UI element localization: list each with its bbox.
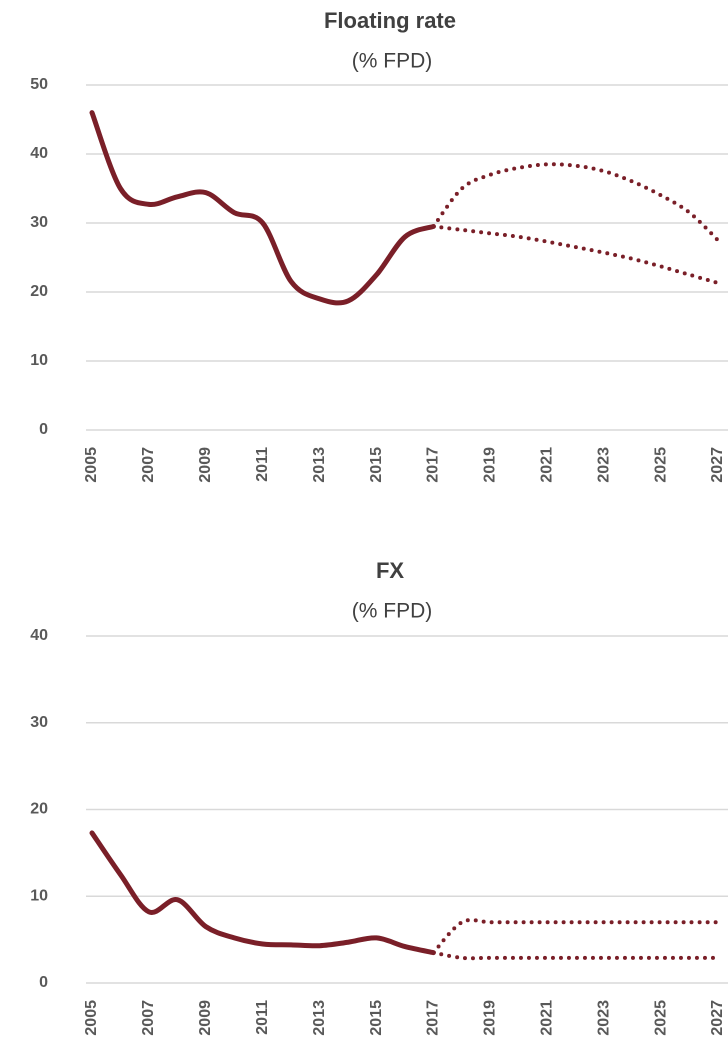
projection-line bbox=[431, 224, 720, 286]
y-tick-label: 40 bbox=[30, 627, 48, 644]
y-tick-label: 10 bbox=[30, 887, 48, 904]
y-tick-label: 40 bbox=[30, 145, 48, 162]
x-tick-label: 2025 bbox=[652, 447, 669, 483]
x-tick-label: 2021 bbox=[538, 1000, 555, 1036]
chart-title: Floating rate bbox=[324, 8, 456, 33]
x-tick-label: 2017 bbox=[425, 447, 442, 483]
projection-line bbox=[431, 950, 720, 961]
y-tick-label: 20 bbox=[30, 283, 48, 300]
x-tick-label: 2023 bbox=[595, 1000, 612, 1036]
x-tick-label: 2019 bbox=[482, 447, 499, 483]
x-tick-label: 2013 bbox=[311, 447, 328, 483]
x-tick-label: 2017 bbox=[425, 1000, 442, 1036]
y-tick-label: 30 bbox=[30, 214, 48, 231]
x-tick-label: 2007 bbox=[140, 447, 157, 483]
chart-title: FX bbox=[376, 558, 404, 583]
history-line bbox=[89, 110, 436, 306]
x-tick-label: 2023 bbox=[595, 447, 612, 483]
y-tick-label: 30 bbox=[30, 714, 48, 731]
chart-subtitle: (% FPD) bbox=[352, 600, 433, 623]
x-tick-label: 2027 bbox=[709, 447, 726, 483]
y-tick-label: 20 bbox=[30, 801, 48, 818]
x-tick-label: 2015 bbox=[368, 447, 385, 483]
x-tick-label: 2013 bbox=[311, 1000, 328, 1036]
y-tick-label: 10 bbox=[30, 352, 48, 369]
projection-line bbox=[431, 918, 720, 955]
x-tick-label: 2021 bbox=[538, 447, 555, 483]
x-tick-label: 2025 bbox=[652, 1000, 669, 1036]
x-tick-label: 2007 bbox=[140, 1000, 157, 1036]
x-tick-label: 2011 bbox=[254, 1000, 271, 1035]
x-tick-label: 2009 bbox=[197, 447, 214, 483]
x-tick-label: 2019 bbox=[482, 1000, 499, 1036]
history-line bbox=[89, 830, 436, 956]
x-tick-label: 2005 bbox=[83, 1000, 100, 1036]
y-tick-label: 0 bbox=[39, 974, 48, 991]
x-tick-label: 2027 bbox=[709, 1000, 726, 1036]
x-tick-label: 2005 bbox=[83, 447, 100, 483]
x-tick-label: 2015 bbox=[368, 1000, 385, 1036]
y-tick-label: 0 bbox=[39, 421, 48, 438]
projection-line bbox=[431, 162, 720, 243]
y-tick-label: 50 bbox=[30, 76, 48, 93]
chart-subtitle: (% FPD) bbox=[352, 50, 433, 73]
x-tick-label: 2009 bbox=[197, 1000, 214, 1036]
x-tick-label: 2011 bbox=[254, 447, 271, 482]
